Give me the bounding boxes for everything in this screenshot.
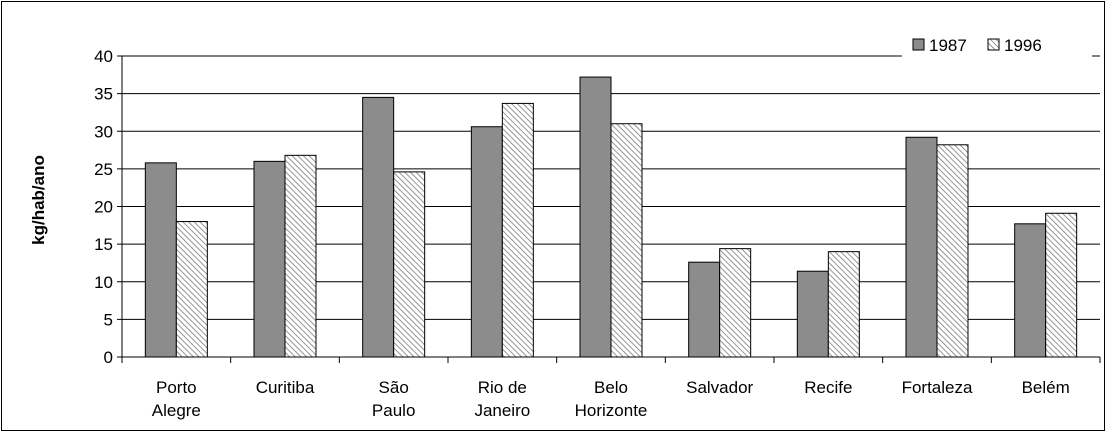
bar-1996 [936, 144, 969, 358]
x-tick-label: Alegre [152, 401, 201, 420]
x-tick-label: Paulo [372, 401, 415, 420]
bar-1996 [284, 154, 317, 358]
x-tick-label: Fortaleza [902, 378, 973, 397]
bars [144, 76, 1078, 358]
bar-1996 [827, 251, 860, 358]
bar-1987 [688, 261, 721, 358]
legend-label-1987: 1987 [929, 36, 967, 55]
bar-1996 [610, 123, 643, 358]
axes [117, 55, 1101, 363]
bar-1987 [796, 270, 829, 358]
x-tick-label: Belo [594, 378, 628, 397]
y-tick-label: 10 [94, 273, 113, 292]
y-tick-labels: 0 5 10 15 20 25 30 35 40 [94, 47, 113, 367]
x-tick-label: Rio de [478, 378, 527, 397]
y-tick-label: 5 [104, 310, 113, 329]
y-tick-label: 15 [94, 235, 113, 254]
x-tick-label: Janeiro [474, 401, 530, 420]
y-axis-label: kg/hab/ano [29, 155, 48, 245]
y-tick-label: 40 [94, 47, 113, 66]
bar-1996 [175, 221, 208, 358]
legend-swatch-1996 [987, 38, 1000, 51]
bar-1996 [393, 171, 426, 358]
x-tick-label: Horizonte [575, 401, 648, 420]
bar-1987 [1014, 223, 1047, 358]
bar-1987 [253, 160, 286, 358]
bar-1987 [362, 96, 395, 358]
bar-1987 [579, 76, 612, 358]
y-tick-label: 35 [94, 85, 113, 104]
legend-label-1996: 1996 [1004, 36, 1042, 55]
y-tick-label: 30 [94, 122, 113, 141]
x-tick-label: Curitiba [256, 378, 315, 397]
x-tick-label: Porto [156, 378, 197, 397]
bar-1987 [470, 126, 503, 358]
x-tick-label: Recife [804, 378, 852, 397]
legend: 1987 1996 [902, 32, 1092, 58]
y-tick-label: 25 [94, 160, 113, 179]
bar-1996 [1045, 212, 1078, 358]
y-tick-label: 20 [94, 198, 113, 217]
bar-1987 [905, 136, 938, 358]
legend-swatch-1987 [912, 38, 925, 51]
x-tick-labels: Porto Alegre Curitiba São Paulo Rio de Janeiro… [152, 378, 1070, 420]
bar-1996 [501, 102, 534, 358]
y-tick-label: 0 [104, 348, 113, 367]
bar-1996 [719, 248, 752, 358]
x-tick-label: São [379, 378, 409, 397]
x-tick-label: Salvador [686, 378, 753, 397]
x-tick-label: Belém [1022, 378, 1070, 397]
bar-1987 [144, 162, 177, 358]
